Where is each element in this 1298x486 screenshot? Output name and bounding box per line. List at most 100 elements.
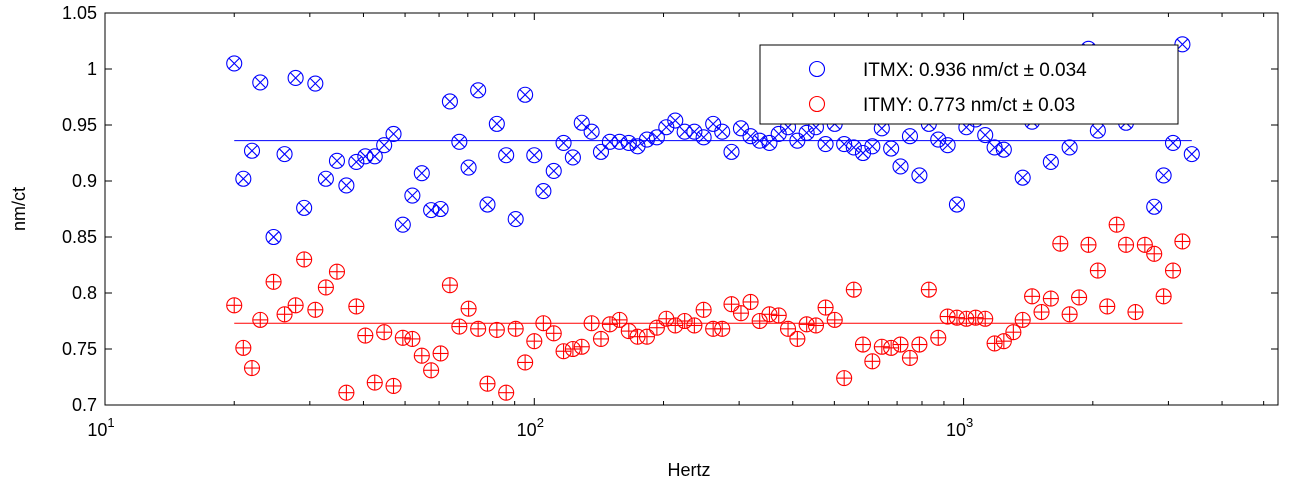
itmx-point: [1183, 146, 1200, 163]
marker-cross-b: [773, 128, 785, 140]
itmx-point: [252, 74, 269, 91]
itmx-point: [441, 93, 458, 110]
marker-circle: [658, 119, 675, 136]
itmy-point: [638, 328, 656, 345]
marker-cross-b: [519, 89, 531, 101]
itmy-point: [1117, 236, 1135, 253]
itmy-point: [338, 384, 355, 401]
itmy-point: [413, 347, 430, 364]
itmx-point: [817, 135, 834, 153]
itmy-point: [1136, 236, 1153, 253]
itmy-point: [394, 329, 411, 346]
itmx-point: [226, 55, 243, 72]
marker-cross-b: [228, 57, 240, 70]
marker-cross-b: [278, 148, 291, 160]
itmx-point: [770, 125, 787, 143]
itmx-point: [658, 119, 675, 136]
legend-box: [759, 44, 1179, 125]
plot-frame: [104, 12, 1279, 406]
itmy-point: [1174, 233, 1191, 250]
itmx-point: [394, 216, 411, 233]
itmx-point: [545, 162, 562, 179]
y-tick-label: 0.95: [62, 115, 97, 135]
marker-circle: [243, 142, 261, 159]
marker-circle: [892, 158, 909, 175]
itmx-point: [977, 127, 994, 144]
marker-cross-b: [707, 118, 719, 130]
itmx-point: [243, 142, 261, 159]
itmx-point: [507, 211, 524, 228]
marker-cross-b: [387, 128, 400, 140]
itmy-point: [939, 308, 956, 325]
itmy-point: [287, 297, 304, 314]
marker-cross-b: [509, 213, 522, 225]
itmx-point: [517, 86, 534, 103]
marker-circle: [845, 139, 862, 156]
marker-circle: [667, 112, 684, 129]
itmx-point: [555, 134, 572, 151]
marker-cross-b: [500, 149, 512, 161]
itmy-point: [265, 273, 282, 290]
y-tick-label: 1.05: [62, 3, 97, 23]
itmy-point: [226, 297, 243, 314]
itmy-point: [243, 359, 261, 377]
marker-cross-b: [716, 126, 728, 138]
marker-circle: [276, 146, 293, 163]
marker-cross-b: [951, 198, 963, 211]
itmy-point: [676, 312, 693, 330]
itmx-point: [751, 132, 768, 149]
marker-cross-b: [688, 126, 701, 138]
marker-circle: [1014, 169, 1031, 186]
marker-cross-b: [237, 173, 250, 185]
x-tick-label: 103: [946, 415, 973, 440]
marker-cross-b: [819, 138, 832, 150]
marker-cross-b: [359, 150, 372, 163]
itmy-point: [555, 343, 572, 360]
itmx-point: [366, 148, 383, 165]
itmy-point: [751, 312, 768, 330]
itmx-point: [1042, 153, 1059, 171]
marker-cross-b: [913, 169, 926, 182]
marker-cross-b: [988, 141, 1001, 154]
itmy-point: [432, 345, 449, 362]
itmy-point: [307, 301, 324, 318]
itmx-point: [479, 196, 496, 213]
marker-circle: [252, 74, 269, 91]
marker-cross-b: [623, 137, 635, 149]
marker-cross-b: [669, 114, 681, 127]
itmy-point: [545, 325, 562, 342]
itmy-point: [564, 340, 581, 358]
marker-cross-b: [576, 117, 588, 129]
itmy-point: [601, 316, 618, 333]
marker-circle: [394, 216, 411, 233]
itmy-point: [526, 333, 543, 350]
marker-cross-b: [876, 122, 888, 135]
marker-circle: [676, 123, 693, 140]
itmy-point: [911, 336, 928, 353]
itmy-point: [583, 315, 600, 332]
marker-cross-b: [434, 203, 447, 215]
itmy-point: [376, 324, 393, 341]
marker-cross-b: [885, 142, 897, 155]
itmy-point: [873, 338, 890, 355]
itmy-point: [507, 320, 524, 337]
x-tick-base: 10: [946, 420, 966, 440]
marker-cross-b: [298, 202, 310, 214]
marker-cross-b: [406, 189, 419, 202]
marker-cross-b: [1016, 171, 1029, 184]
marker-cross-b: [462, 161, 475, 174]
itmx-point: [948, 196, 965, 213]
marker-circle: [265, 228, 282, 246]
marker-circle: [423, 202, 440, 219]
marker-circle: [573, 114, 590, 131]
marker-circle: [620, 134, 637, 151]
marker-cross-b: [397, 218, 409, 231]
itmy-point: [892, 336, 909, 353]
marker-circle: [366, 148, 383, 165]
itmy-point: [1089, 262, 1106, 279]
marker-cross-b: [595, 146, 607, 158]
itmx-point: [1174, 36, 1191, 53]
marker-circle: [592, 143, 610, 160]
itmy-point: [357, 327, 374, 344]
itmy-point: [1164, 262, 1182, 279]
